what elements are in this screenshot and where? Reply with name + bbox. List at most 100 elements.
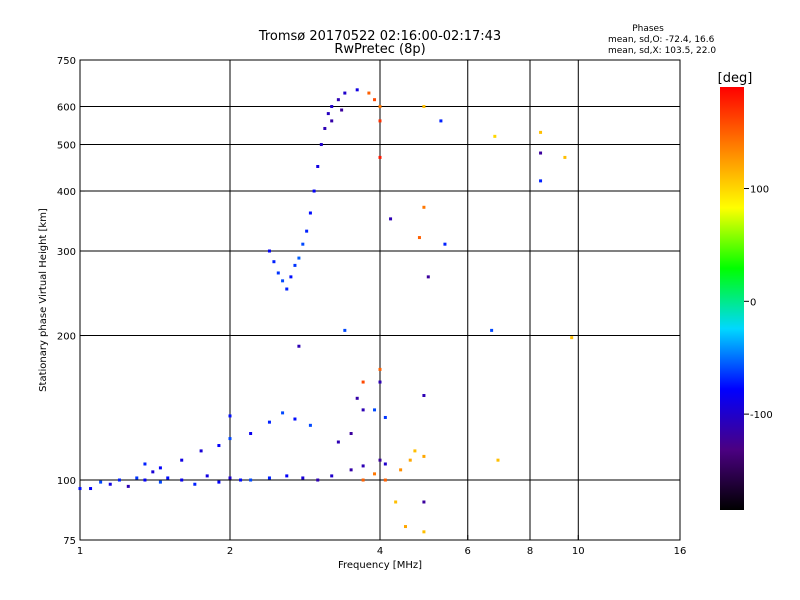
data-point	[330, 119, 334, 123]
data-point	[413, 449, 417, 453]
chart-subtitle: RwPretec (8p)	[334, 42, 425, 57]
data-points	[78, 88, 574, 534]
data-point	[383, 415, 387, 419]
data-point	[539, 179, 543, 183]
data-point	[361, 464, 365, 468]
data-point	[417, 236, 421, 240]
data-point	[267, 249, 271, 253]
data-point	[143, 478, 147, 482]
data-point	[422, 500, 426, 504]
data-point	[228, 476, 232, 480]
data-point	[539, 151, 543, 155]
data-point	[285, 287, 289, 291]
data-point	[323, 126, 327, 130]
data-point	[239, 478, 243, 482]
data-point	[89, 487, 93, 491]
data-point	[316, 164, 320, 168]
data-point	[570, 336, 574, 340]
data-point	[289, 275, 293, 279]
data-point	[378, 119, 382, 123]
data-point	[217, 480, 221, 484]
colorbar-tick-label: -100	[750, 410, 773, 421]
data-point	[301, 242, 305, 246]
data-point	[249, 478, 253, 482]
colorbar-tick-label: 100	[750, 185, 769, 196]
data-point	[403, 525, 407, 529]
data-point	[143, 462, 147, 466]
data-point	[426, 275, 430, 279]
data-point	[276, 271, 280, 275]
x-axis-label: Frequency [MHz]	[338, 560, 422, 571]
data-point	[349, 468, 353, 472]
data-point	[308, 423, 312, 427]
data-point	[319, 143, 323, 147]
data-point	[367, 91, 371, 95]
data-point	[297, 256, 301, 260]
data-point	[158, 480, 162, 484]
data-point	[399, 468, 403, 472]
x-tick-label: 6	[465, 546, 471, 557]
y-axis-label: Stationary phase Virtual Height [km]	[38, 208, 49, 392]
data-point	[180, 478, 184, 482]
data-point	[316, 478, 320, 482]
data-point	[330, 474, 334, 478]
data-point	[108, 482, 112, 486]
data-point	[422, 205, 426, 209]
legend-line-o: mean, sd,O: -72.4, 16.6	[608, 35, 715, 45]
x-tick-label: 4	[377, 546, 383, 557]
data-point	[383, 478, 387, 482]
data-point	[166, 476, 170, 480]
data-point	[349, 432, 353, 436]
x-tick-label: 10	[572, 546, 585, 557]
data-point	[422, 530, 426, 534]
data-point	[312, 189, 316, 193]
data-point	[373, 408, 377, 412]
y-tick-label: 500	[57, 141, 76, 152]
data-point	[228, 437, 232, 441]
data-point	[355, 396, 359, 400]
data-point	[293, 417, 297, 421]
y-tick-label: 300	[57, 247, 76, 258]
data-point	[361, 380, 365, 384]
data-point	[383, 462, 387, 466]
data-point	[135, 476, 139, 480]
data-point	[378, 458, 382, 462]
data-point	[493, 134, 497, 138]
data-point	[326, 112, 330, 116]
data-point	[343, 328, 347, 332]
data-point	[305, 229, 309, 233]
data-point	[267, 420, 271, 424]
data-point	[293, 263, 297, 267]
data-point	[439, 119, 443, 123]
x-tick-label: 16	[674, 546, 687, 557]
data-point	[193, 482, 197, 486]
data-point	[228, 414, 232, 418]
data-point	[422, 454, 426, 458]
data-point	[199, 449, 203, 453]
data-point	[394, 500, 398, 504]
data-point	[308, 211, 312, 215]
data-point	[330, 105, 334, 109]
data-point	[281, 279, 285, 283]
y-tick-label: 600	[57, 103, 76, 114]
data-point	[490, 328, 494, 332]
y-tick-label: 750	[57, 56, 76, 67]
data-point	[99, 480, 103, 484]
data-point	[563, 155, 567, 159]
x-tick-label: 2	[227, 546, 233, 557]
colorbar	[720, 87, 744, 510]
data-point	[272, 260, 276, 264]
data-point	[539, 130, 543, 134]
data-point	[285, 474, 289, 478]
y-tick-label: 100	[57, 476, 76, 487]
data-point	[158, 466, 162, 470]
data-point	[297, 344, 301, 348]
data-point	[373, 98, 377, 102]
data-point	[343, 91, 347, 95]
data-point	[443, 242, 447, 246]
legend-line-x: mean, sd,X: 103.5, 22.0	[608, 46, 716, 56]
y-tick-label: 75	[63, 536, 76, 547]
data-point	[378, 155, 382, 159]
legend-title: Phases	[632, 24, 664, 34]
